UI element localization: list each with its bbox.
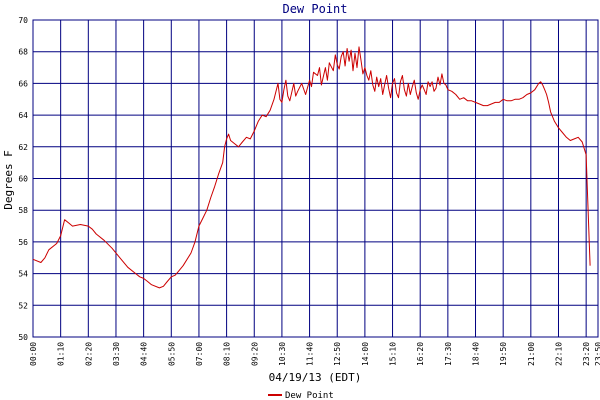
x-tick-label: 23:50 (594, 342, 600, 366)
chart-title: Dew Point (282, 2, 347, 16)
y-tick-label: 56 (18, 238, 28, 247)
y-tick-label: 52 (18, 301, 28, 310)
y-tick-labels: 50 52 54 56 58 60 62 64 66 68 70 (18, 16, 28, 342)
x-tick-label: 21:00 (527, 342, 536, 366)
legend-label: Dew Point (285, 391, 334, 400)
y-axis-label: Degrees F (2, 150, 15, 210)
y-tick-label: 70 (18, 16, 28, 25)
x-tick-label: 08:10 (223, 342, 232, 366)
y-tick-label: 60 (18, 175, 28, 184)
x-tick-label: 09:20 (250, 342, 259, 366)
series-line-dew-point (32, 46, 591, 289)
y-tick-label: 62 (18, 143, 28, 152)
x-tick-label: 14:00 (361, 342, 370, 366)
x-axis-label: 04/19/13 (EDT) (269, 371, 362, 384)
y-axis-label-group: Degrees F (2, 150, 15, 210)
y-tick-label: 58 (18, 206, 28, 215)
x-tick-label: 22:10 (554, 342, 563, 366)
x-tick-label: 12:50 (333, 342, 342, 366)
x-tick-label: 17:30 (444, 342, 453, 366)
x-tick-label: 11:40 (306, 342, 315, 366)
x-tick-label: 03:30 (112, 342, 121, 366)
y-tick-label: 66 (18, 79, 28, 88)
x-tick-label: 02:20 (84, 342, 93, 366)
x-tick-label: 00:00 (29, 342, 38, 366)
x-tick-label: 04:40 (140, 342, 149, 366)
x-tick-label: 10:30 (278, 342, 287, 366)
y-tick-label: 54 (18, 270, 28, 279)
grid (32, 19, 599, 338)
y-tick-label: 50 (18, 333, 28, 342)
x-tick-label: 01:10 (57, 342, 66, 366)
x-tick-label: 19:50 (499, 342, 508, 366)
legend: Dew Point (268, 391, 334, 400)
x-tick-labels: 00:00 01:10 02:20 03:30 04:40 05:50 07:00 08:10… (29, 342, 600, 366)
x-tick-label: 18:40 (472, 342, 481, 366)
x-tick-label: 23:20 (582, 342, 591, 366)
y-tick-label: 68 (18, 48, 28, 57)
x-tick-label: 07:00 (195, 342, 204, 366)
x-tick-label: 15:10 (389, 342, 398, 366)
x-tick-label: 16:20 (416, 342, 425, 366)
series-group (32, 46, 591, 289)
y-tick-label: 64 (18, 111, 28, 120)
x-tick-label: 05:50 (167, 342, 176, 366)
